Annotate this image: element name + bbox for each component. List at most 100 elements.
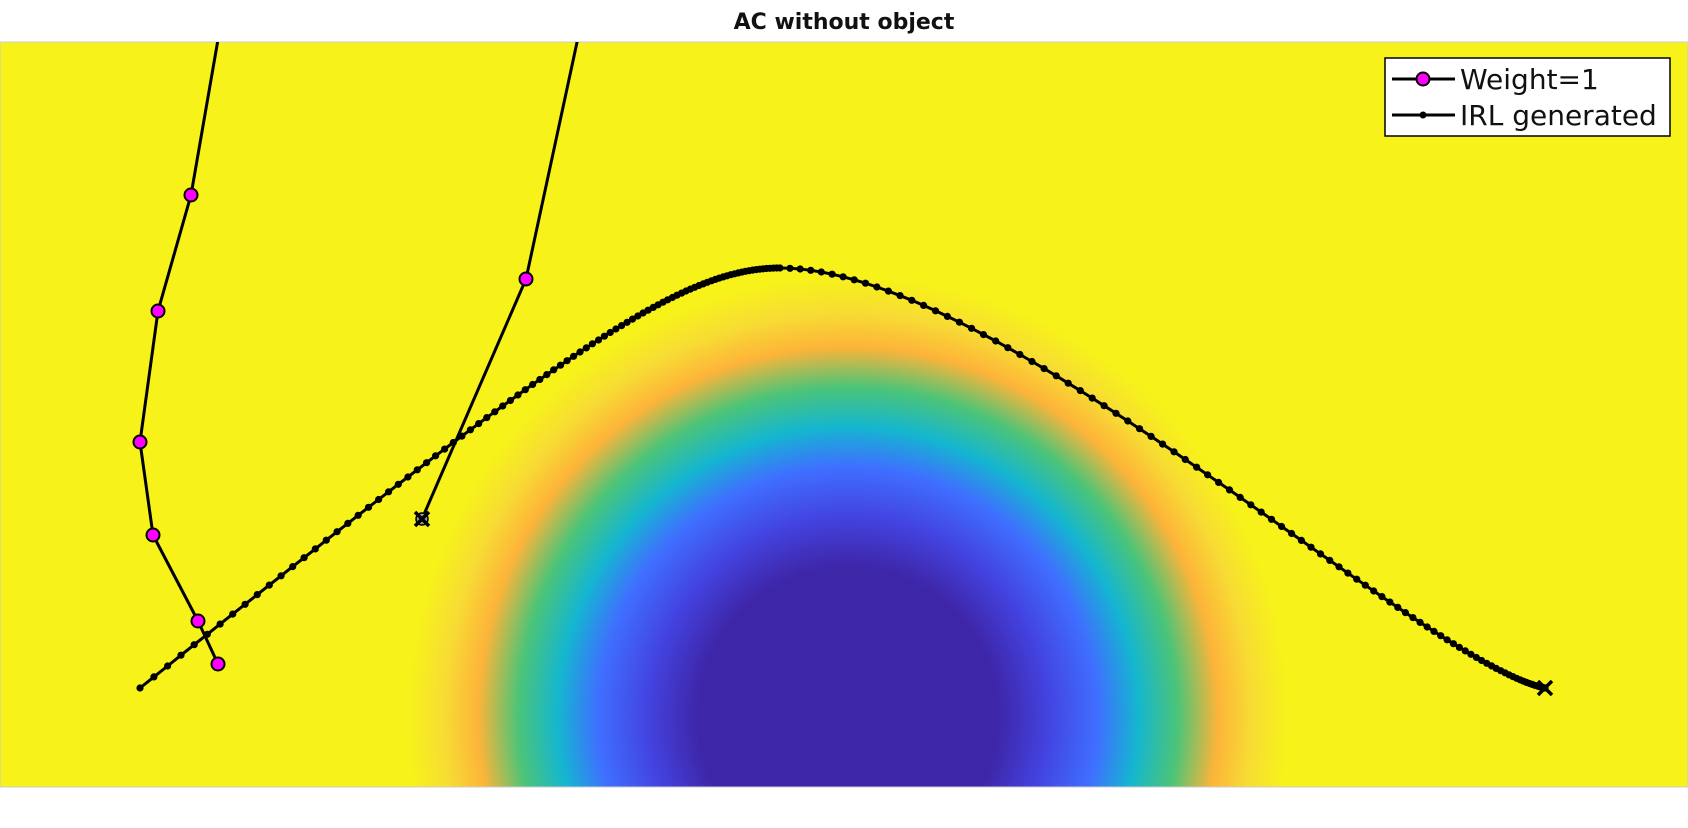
irl-generated-point-36: [514, 391, 522, 399]
irl-generated-point-147: [1394, 603, 1402, 612]
irl-generated-point-14: [311, 545, 319, 553]
irl-generated-point-47: [588, 340, 597, 348]
weight1-point-0-6: [210, 656, 226, 672]
irl-generated-point-9: [253, 591, 261, 599]
irl-generated-point-115: [1064, 379, 1072, 387]
irl-generated-point-15: [322, 536, 330, 544]
irl-generated-point-19: [364, 503, 373, 511]
irl-generated-point-142: [1353, 575, 1361, 583]
irl-generated-point-34: [499, 402, 507, 410]
irl-generated-point-49: [600, 332, 609, 340]
irl-generated-point-116: [1076, 387, 1084, 395]
irl-generated-point-119: [1112, 409, 1120, 417]
irl-generated-point-13: [300, 554, 308, 562]
irl-generated-point-124: [1170, 448, 1178, 456]
irl-generated-point-152: [1430, 627, 1438, 636]
irl-generated-point-51: [612, 325, 620, 333]
irl-generated-point-144: [1370, 587, 1378, 595]
irl-generated-point-50: [606, 328, 614, 337]
irl-generated-point-94: [817, 268, 825, 276]
irl-generated-point-121: [1135, 425, 1144, 433]
plot-frame: [0, 41, 1688, 788]
irl-generated-point-149: [1409, 614, 1417, 622]
cost-heatmap: [0, 42, 1688, 787]
irl-generated-point-45: [576, 348, 584, 356]
irl-generated-point-146: [1386, 598, 1394, 606]
irl-generated-point-157: [1461, 647, 1469, 655]
irl-generated-point-46: [582, 344, 590, 352]
irl-generated-point-141: [1344, 569, 1352, 577]
irl-generated-point-127: [1204, 471, 1212, 479]
irl-generated-point-120: [1124, 417, 1132, 425]
irl-generated-point-137: [1307, 543, 1315, 551]
irl-generated-point-130: [1236, 493, 1244, 501]
irl-generated-point-125: [1181, 455, 1189, 464]
irl-generated-point-110: [1004, 344, 1012, 352]
irl-generated-point-128: [1215, 478, 1223, 486]
weight1-point-0-5: [190, 613, 206, 629]
irl-generated-point-32: [483, 414, 491, 422]
irl-generated-point-11: [277, 572, 285, 580]
irl-generated-point-140: [1335, 563, 1343, 571]
irl-generated-point-99: [873, 283, 881, 291]
weight1-point-0-3: [132, 434, 148, 450]
irl-generated-point-23: [404, 473, 412, 481]
irl-generated-point-135: [1288, 529, 1296, 538]
irl-generated-point-44: [570, 352, 578, 360]
irl-generated-point-8: [241, 600, 249, 608]
irl-generated-point-4: [190, 641, 198, 649]
irl-generated-point-12: [289, 563, 297, 571]
irl-generated-point-53: [623, 318, 631, 326]
irl-generated-point-26: [432, 452, 440, 460]
irl-generated-point-100: [884, 287, 893, 295]
irl-generated-point-16: [333, 528, 341, 536]
irl-generated-point-112: [1028, 357, 1036, 366]
legend-box: [1384, 57, 1671, 137]
irl-generated-point-153: [1437, 632, 1445, 640]
irl-generated-point-31: [475, 420, 483, 428]
irl-generated-point-1: [150, 673, 158, 681]
irl-generated-point-55: [634, 312, 642, 320]
weight1-end-marker-1-stroke-b: [413, 510, 431, 528]
irl-generated-point-117: [1088, 394, 1096, 402]
irl-generated-point-0: [136, 684, 144, 692]
irl-generated-point-118: [1100, 402, 1108, 410]
irl-generated-point-3: [177, 651, 185, 659]
legend-label-irl: IRL generated: [1460, 99, 1657, 132]
irl-generated-point-43: [563, 357, 571, 365]
irl-generated-point-138: [1316, 550, 1325, 558]
irl-generated-point-17: [344, 519, 352, 528]
irl-generated-point-154: [1443, 636, 1451, 644]
irl-generated-point-25: [423, 459, 431, 467]
chart-title: AC without object: [733, 10, 955, 35]
irl-generated-point-40: [543, 371, 551, 379]
irl-generated-end-marker: [1536, 679, 1554, 697]
irl-generated-point-96: [839, 273, 847, 281]
weight1-end-marker-1: [413, 510, 431, 528]
irl-generated-point-92: [796, 265, 804, 273]
irl-generated-point-159: [1472, 653, 1480, 662]
irl-generated-point-104: [931, 307, 940, 315]
irl-generated-point-114: [1052, 372, 1060, 380]
irl-generated-point-129: [1225, 486, 1234, 494]
irl-generated-point-20: [375, 495, 383, 504]
irl-generated-point-7: [229, 610, 237, 618]
irl-generated-point-38: [529, 380, 537, 389]
irl-generated-point-113: [1040, 365, 1048, 373]
irl-generated-point-27: [441, 445, 449, 453]
legend-marker-weight: [1415, 71, 1431, 87]
irl-generated-point-22: [394, 480, 402, 488]
irl-generated-point-33: [491, 408, 499, 416]
legend: Weight=1 IRL generated: [1384, 57, 1671, 137]
legend-marker-irl: [1419, 111, 1427, 119]
legend-label-weight: Weight=1: [1460, 63, 1599, 96]
irl-generated-point-139: [1326, 556, 1334, 565]
irl-generated-point-10: [265, 581, 273, 589]
irl-generated-end-marker-stroke-b: [1536, 679, 1554, 697]
irl-generated-point-24: [413, 466, 421, 474]
irl-generated-point-52: [618, 322, 626, 330]
irl-generated-point-107: [967, 324, 976, 332]
irl-generated-point-158: [1467, 650, 1475, 658]
irl-generated-point-156: [1455, 643, 1463, 652]
irl-generated-point-148: [1401, 609, 1409, 617]
